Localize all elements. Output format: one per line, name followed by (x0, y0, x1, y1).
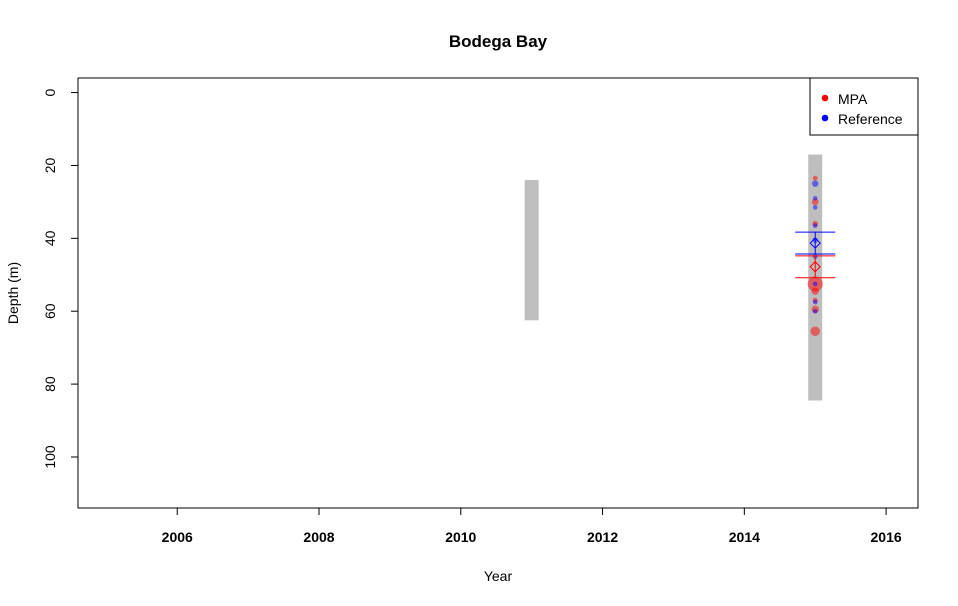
mean-marker-reference (809, 237, 821, 249)
point-reference (812, 195, 818, 201)
y-tick-label: 40 (42, 230, 58, 246)
depth-range-bar (524, 180, 539, 321)
depth-range-layer (524, 154, 823, 401)
point-mpa (811, 287, 819, 295)
x-tick-label: 2006 (162, 529, 193, 545)
x-axis: 2006 2008 2010 2012 2014 2016 (162, 507, 902, 545)
x-tick-label: 2014 (729, 529, 760, 545)
plot-frame (77, 77, 919, 509)
x-tick-label: 2012 (587, 529, 618, 545)
point-reference (812, 180, 819, 187)
legend-label-mpa: MPA (838, 91, 868, 107)
y-tick-label: 60 (42, 303, 58, 319)
y-axis: 0 20 40 60 80 100 (42, 88, 79, 469)
chart-title: Bodega Bay (449, 32, 548, 51)
x-axis-label: Year (484, 568, 513, 584)
point-mpa (812, 175, 818, 181)
y-axis-label: Depth (m) (5, 262, 21, 324)
x-tick-label: 2010 (445, 529, 476, 545)
x-tick-label: 2008 (303, 529, 334, 545)
y-tick-label: 80 (42, 376, 58, 392)
legend-label-reference: Reference (838, 111, 903, 127)
means-layer (795, 231, 836, 279)
legend-marker-reference (821, 114, 829, 122)
legend-box (809, 77, 919, 136)
point-reference (812, 223, 818, 228)
point-reference (812, 205, 818, 210)
point-reference (812, 308, 818, 314)
point-mpa (811, 198, 819, 206)
legend: MPA Reference (809, 77, 919, 136)
mean-marker-mpa (809, 261, 821, 273)
y-tick-label: 20 (42, 157, 58, 173)
point-reference (812, 281, 818, 287)
y-tick-label: 0 (42, 88, 58, 96)
x-tick-label: 2016 (871, 529, 902, 545)
point-reference (812, 299, 818, 305)
point-mpa (810, 326, 820, 337)
legend-marker-mpa (821, 94, 829, 102)
y-tick-label: 100 (42, 445, 58, 469)
